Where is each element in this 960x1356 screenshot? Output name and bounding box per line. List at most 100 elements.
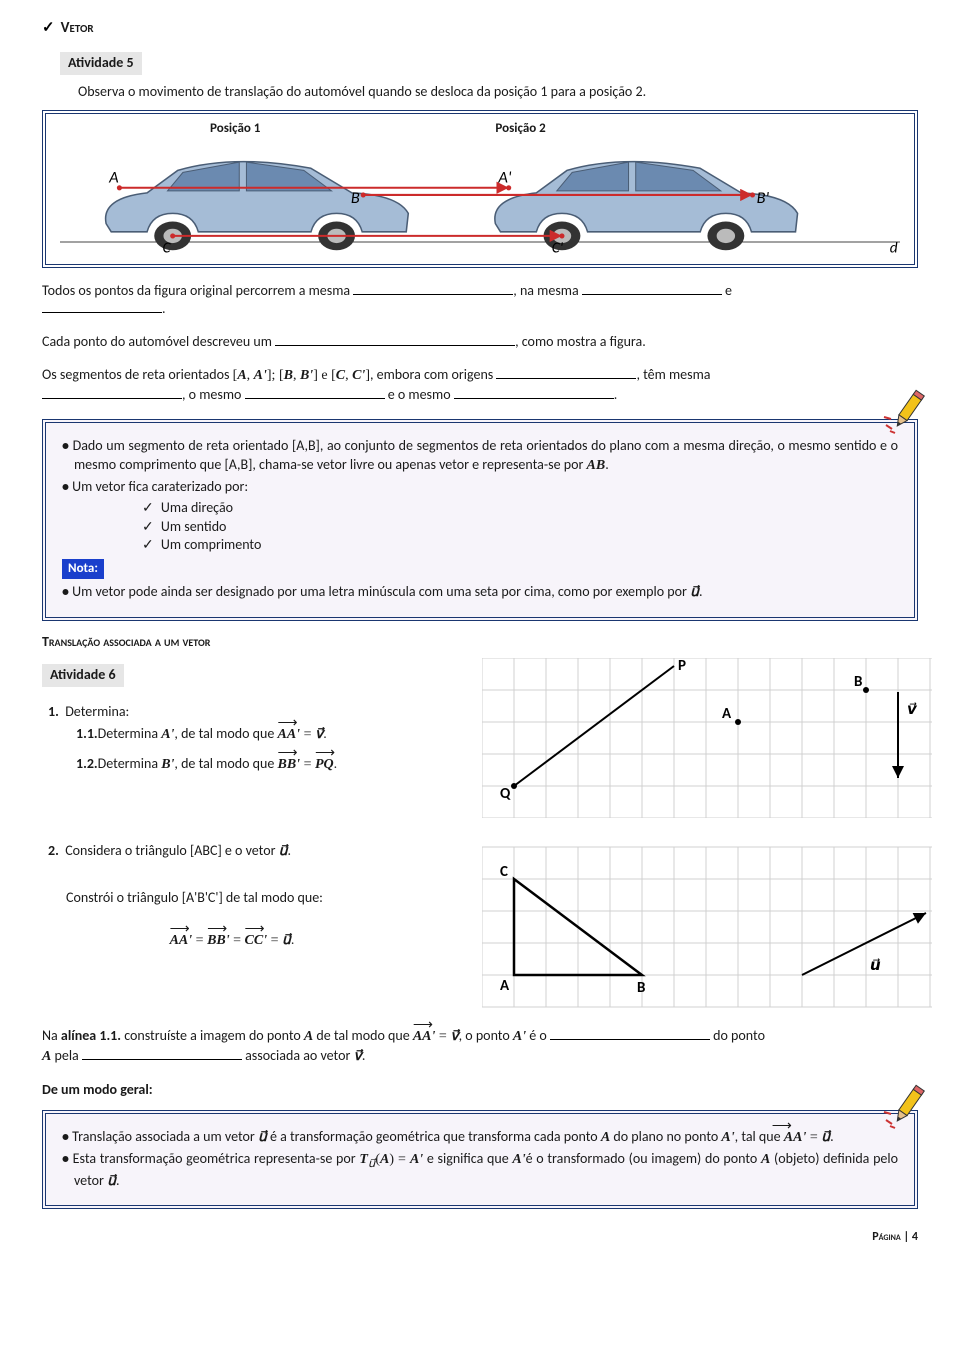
svg-text:B: B — [854, 673, 862, 691]
blank[interactable] — [454, 387, 614, 399]
fill-paragraph-1: Todos os pontos da figura original perco… — [42, 282, 918, 320]
svg-text:B: B — [637, 979, 645, 997]
blank[interactable] — [582, 283, 722, 295]
page-footer: Página | 4 — [42, 1229, 918, 1245]
t: do ponto — [710, 1027, 765, 1044]
svg-text:B': B' — [757, 188, 770, 208]
sym: A' — [513, 1029, 526, 1044]
pencil-icon — [882, 387, 932, 437]
section-translacao: Translação associada a um vetor — [42, 633, 918, 652]
t: associada ao vetor — [242, 1047, 354, 1064]
car-1: A B C — [106, 161, 409, 257]
svg-text:A: A — [722, 705, 732, 723]
info-box-2: Translação associada a um vetor u⃗ é a t… — [42, 1110, 918, 1209]
t: , como mostra a figura. — [515, 333, 646, 350]
pos2-label: Posição 2 — [495, 120, 545, 138]
svg-text:v⃗: v⃗ — [907, 701, 918, 719]
char-sense: Um sentido — [154, 518, 898, 537]
section-title-text: Vetor — [61, 19, 94, 37]
box2-p2: Esta transformação geométrica representa… — [62, 1150, 898, 1191]
t: , o mesmo — [182, 386, 245, 403]
sym: A — [304, 1029, 313, 1044]
t: Os segmentos de reta orientados — [42, 366, 233, 383]
t: , na mesma — [513, 282, 582, 299]
vec-u3: u⃗ — [258, 1130, 267, 1145]
svg-text:P: P — [678, 658, 686, 675]
vec-u2: u⃗ — [279, 844, 288, 859]
blank[interactable] — [496, 367, 636, 379]
t: pela — [51, 1047, 82, 1064]
pencil-icon — [882, 1082, 932, 1132]
eq: ⟶BB' = ⟶PQ. — [277, 757, 337, 772]
box1-p2: Um vetor fica caraterizado por: Uma dire… — [62, 478, 898, 556]
pos1-label: Posição 1 — [210, 120, 260, 138]
t: Todos os pontos da figura original perco… — [42, 282, 353, 299]
t: é o — [526, 1027, 550, 1044]
t: Um vetor pode ainda ser designado por um… — [72, 583, 690, 600]
notation-t: Tu⃗(A) = A' — [359, 1152, 423, 1167]
eq: ⟶AA' = v⃗ — [413, 1029, 459, 1044]
t: , o ponto — [459, 1027, 513, 1044]
sym: A' — [161, 727, 174, 742]
car-svg: d A B C A' B' — [60, 138, 900, 258]
vec-u4: u⃗ — [107, 1174, 116, 1189]
t: Dado um segmento de reta orientado [A,B]… — [73, 437, 898, 473]
blank[interactable] — [245, 387, 385, 399]
box1-p1: Dado um segmento de reta orientado [A,B]… — [62, 437, 898, 476]
t: Translação associada a um vetor — [72, 1128, 258, 1145]
q2b: Constrói o triângulo [A'B'C'] de tal mod… — [66, 889, 462, 908]
section-vetor: ✓Vetor — [42, 18, 918, 38]
blank[interactable] — [42, 387, 182, 399]
sym: A — [601, 1130, 610, 1145]
t: e o mesmo — [385, 386, 454, 403]
svg-text:C: C — [500, 863, 508, 881]
vec-ab: ⃗AB — [587, 458, 606, 473]
activity-5-tag: Atividade 5 — [60, 52, 142, 75]
t: e — [722, 282, 732, 299]
activity-6-tag: Atividade 6 — [42, 664, 124, 687]
eq: ⟶AA' = v⃗. — [277, 727, 326, 742]
t: Um vetor fica caraterizado por: — [72, 478, 248, 495]
t: , de tal modo que — [174, 755, 277, 772]
blank[interactable] — [353, 283, 513, 295]
t: Determina — [98, 725, 162, 742]
eq: ⟶AA' = u⃗ — [784, 1130, 830, 1145]
svg-text:C': C' — [552, 238, 564, 257]
fill-paragraph-2: Cada ponto do automóvel descreveu um , c… — [42, 333, 918, 352]
sym: A' — [721, 1130, 734, 1145]
general-label: De um modo geral: — [42, 1081, 153, 1098]
grid-diagram-1: Q P A B v⃗ — [482, 658, 932, 818]
intro-5: Observa o movimento de translação do aut… — [78, 83, 918, 102]
blank[interactable] — [550, 1028, 710, 1040]
t: Considera o triângulo [ABC] e o vetor — [65, 842, 278, 859]
t: , embora com origens — [370, 366, 496, 383]
t: Determina — [98, 755, 162, 772]
sym: A — [761, 1152, 770, 1167]
t: Cada ponto do automóvel descreveu um — [42, 333, 275, 350]
grid-diagram-2: C A B u⃗ — [482, 842, 932, 1012]
t: , têm mesma — [636, 366, 710, 383]
svg-text:B: B — [351, 188, 360, 208]
svg-text:C: C — [162, 238, 171, 257]
t: de tal modo que — [313, 1027, 413, 1044]
blank[interactable] — [42, 301, 162, 313]
blank[interactable] — [82, 1048, 242, 1060]
car-2: A' B' C' — [495, 161, 798, 257]
t: e significa que — [423, 1150, 512, 1167]
eq-triangle: ⟶AA' = ⟶BB' = ⟶CC' = u⃗. — [42, 932, 422, 951]
t: é a transformação geométrica que transfo… — [267, 1128, 601, 1145]
char-length: Um comprimento — [154, 536, 898, 555]
closing-paragraph: Na alínea 1.1. construíste a imagem do p… — [42, 1027, 918, 1067]
svg-text:A': A' — [497, 167, 511, 187]
t: Esta transformação geométrica representa… — [73, 1150, 360, 1167]
q1: Determina: — [65, 703, 129, 720]
nota-tag: Nota: — [62, 559, 104, 579]
box2-p1: Translação associada a um vetor u⃗ é a t… — [62, 1128, 898, 1148]
blank[interactable] — [275, 334, 515, 346]
vec-u: u⃗ — [690, 585, 699, 600]
sym: A' — [512, 1152, 525, 1167]
fill-paragraph-3: Os segmentos de reta orientados [A, A'];… — [42, 366, 918, 405]
svg-text:Q: Q — [500, 785, 511, 803]
t: é o transformado (ou imagem) do ponto — [526, 1150, 761, 1167]
svg-text:u⃗: u⃗ — [870, 957, 881, 975]
